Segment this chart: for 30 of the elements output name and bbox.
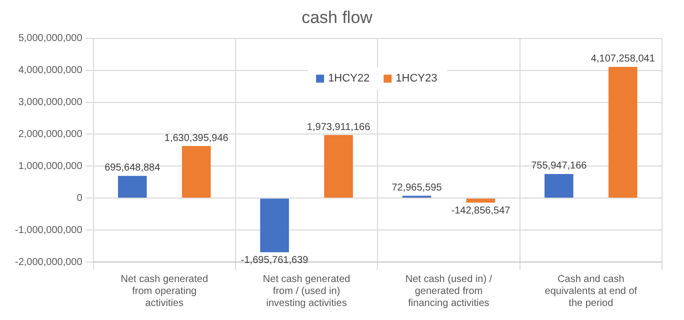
data-label: 1,630,395,946	[164, 132, 229, 144]
legend-label: 1HCY23	[396, 72, 438, 85]
chart-title: cash flow	[302, 8, 374, 27]
data-label: -142,856,547	[451, 205, 511, 216]
legend-label: 1HCY22	[328, 72, 370, 85]
bar	[118, 176, 147, 198]
data-label: -1,695,761,639	[240, 255, 309, 266]
x-tick-label: Cash and cash equivalents at end of the period	[544, 274, 638, 309]
x-tick-label: Net cash (used in) / generated from financing activities	[405, 274, 492, 309]
y-tick-label: -1,000,000,000	[15, 224, 83, 236]
bar	[544, 174, 574, 198]
bar	[608, 66, 638, 198]
bar	[324, 135, 353, 198]
y-tick-label: 2,000,000,000	[18, 128, 83, 140]
bar	[260, 198, 289, 252]
bar	[466, 198, 496, 203]
y-tick-label: -2,000,000,000	[15, 256, 83, 268]
x-tick-label: Net cash generated from / (used in) investing activities	[262, 274, 350, 309]
data-label: 695,648,884	[104, 162, 161, 174]
x-tick-label: Net cash generated from operating activities	[120, 274, 208, 309]
y-tick-label: 4,000,000,000	[18, 65, 83, 76]
data-label: 1,973,911,166	[306, 122, 371, 133]
data-label: 72,965,595	[392, 182, 442, 194]
y-tick-label: 3,000,000,000	[18, 97, 83, 108]
y-tick-label: 0	[76, 192, 83, 204]
y-tick-label: 5,000,000,000	[18, 33, 83, 44]
data-label: 4,107,258,041	[590, 54, 656, 65]
data-label: 755,947,166	[531, 160, 588, 172]
bar	[182, 146, 211, 198]
y-tick-label: 1,000,000,000	[18, 160, 83, 172]
